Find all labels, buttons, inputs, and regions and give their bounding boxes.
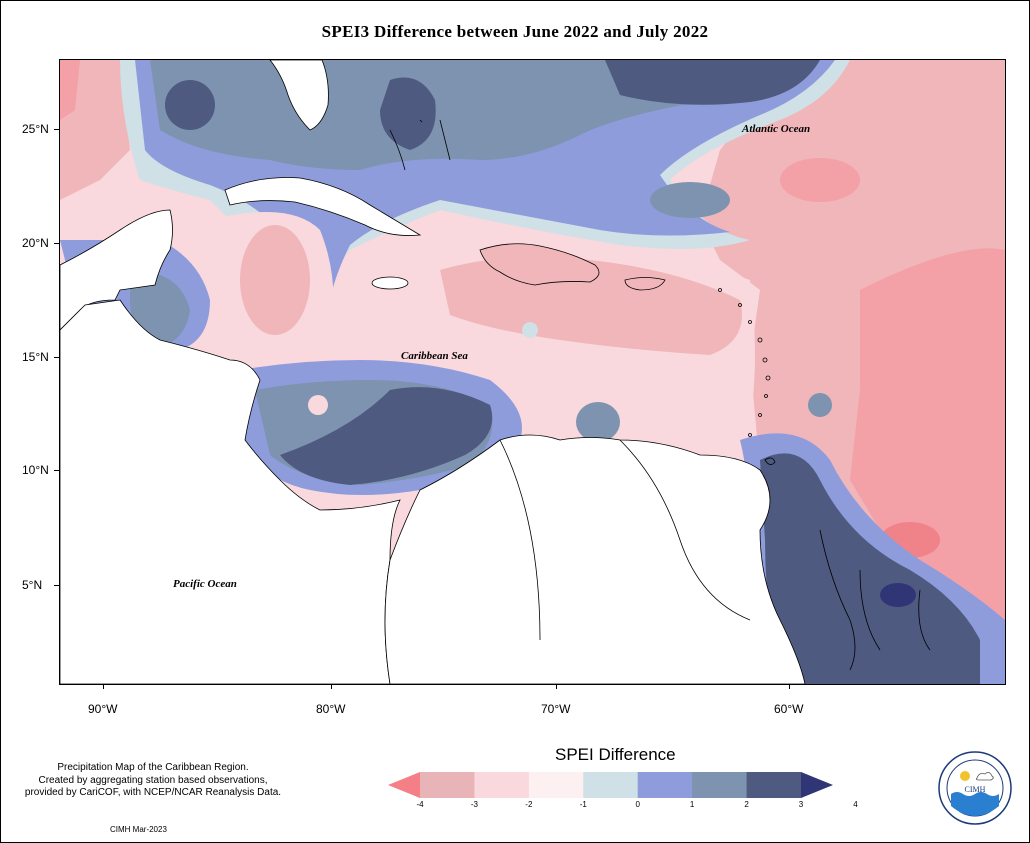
y-tick-mark xyxy=(54,243,59,244)
anomaly-moderate-wet xyxy=(808,393,832,417)
anomaly-dry xyxy=(440,256,742,355)
land-cuba xyxy=(224,177,422,236)
anomaly-spot xyxy=(522,322,538,338)
land-jamaica xyxy=(371,276,409,290)
land-hispaniola xyxy=(479,243,600,286)
land-florida xyxy=(269,60,329,131)
legend-tick-label: 0 xyxy=(635,800,640,809)
land-lesser-antilles xyxy=(389,119,776,465)
anomaly-moderate-wet xyxy=(576,402,620,442)
anomaly-very-wet xyxy=(605,60,820,105)
anomaly-extreme-wet xyxy=(880,583,916,607)
credit-line: provided by CariCOF, with NCEP/NCAR Rean… xyxy=(24,787,282,798)
y-tick-mark xyxy=(54,357,59,358)
x-tick-mark xyxy=(556,684,557,689)
y-tick-label: 15°N xyxy=(22,350,49,364)
label-caribbean-sea: Caribbean Sea xyxy=(401,350,468,362)
legend-colorbar xyxy=(388,772,833,798)
legend-tick-label: 3 xyxy=(798,800,804,809)
country-borders xyxy=(499,439,931,671)
legend-swatch xyxy=(746,772,802,798)
y-tick-mark xyxy=(54,585,59,586)
legend-swatch xyxy=(474,772,530,798)
map-canvas xyxy=(60,60,1005,684)
map-title: SPEI3 Difference between June 2022 and J… xyxy=(321,22,709,41)
x-tick-label: 70°W xyxy=(541,702,571,716)
x-tick-mark xyxy=(103,684,104,689)
legend-swatch xyxy=(583,772,639,798)
spei-map xyxy=(59,59,1006,685)
anomaly-very-wet xyxy=(760,453,980,684)
legend-tick-label: -1 xyxy=(579,800,587,809)
anomaly-very-wet xyxy=(165,80,215,130)
map-credit: Precipitation Map of the Caribbean Regio… xyxy=(8,762,298,800)
y-tick-mark xyxy=(54,470,59,471)
legend-swatch xyxy=(388,772,420,798)
credit-line: Created by aggregating station based obs… xyxy=(38,774,268,786)
legend-swatch xyxy=(420,772,475,798)
x-tick-label: 90°W xyxy=(88,702,118,716)
legend-tick-label: -2 xyxy=(525,800,533,809)
anomaly-moderate-wet xyxy=(650,182,730,218)
legend-title: SPEI Difference xyxy=(555,745,676,764)
anomaly-nw-dry xyxy=(60,60,130,200)
x-tick-mark xyxy=(789,684,790,689)
anomaly-very-wet xyxy=(280,387,493,485)
legend-swatch xyxy=(692,772,748,798)
anomaly-dry xyxy=(240,225,310,335)
land-puerto-rico xyxy=(624,277,666,291)
logo-text: CIMH xyxy=(965,785,986,794)
credit-line: Precipitation Map of the Caribbean Regio… xyxy=(57,762,249,773)
y-tick-label: 10°N xyxy=(22,463,49,477)
anomaly-east-very-dry xyxy=(850,248,1005,620)
legend-tick-label: 2 xyxy=(744,800,749,809)
y-tick-mark xyxy=(54,129,59,130)
x-tick-label: 60°W xyxy=(774,702,804,716)
land-yucatan xyxy=(60,209,173,331)
anomaly-nw-very-dry xyxy=(60,60,80,120)
legend-swatch xyxy=(801,772,833,798)
y-tick-label: 5°N xyxy=(22,578,43,592)
map-signature: CIMH Mar-2023 xyxy=(110,825,167,834)
anomaly-very-wet xyxy=(380,77,436,150)
y-tick-label: 25°N xyxy=(22,122,49,136)
legend-swatch xyxy=(528,772,584,798)
label-atlantic-ocean: Atlantic Ocean xyxy=(742,123,811,135)
legend-tick-label: 4 xyxy=(853,800,858,809)
cimh-logo: CIMH xyxy=(938,751,1012,825)
legend-swatch xyxy=(637,772,693,798)
x-tick-mark xyxy=(331,684,332,689)
legend-tick-label: 1 xyxy=(689,800,695,809)
x-tick-label: 80°W xyxy=(316,702,346,716)
legend-tick-label: -3 xyxy=(470,800,478,809)
anomaly-spot xyxy=(780,158,860,202)
legend-tick-label: -4 xyxy=(416,800,424,809)
anomaly-spot xyxy=(308,395,328,415)
label-pacific-ocean: Pacific Ocean xyxy=(173,578,237,590)
y-tick-label: 20°N xyxy=(22,236,49,250)
